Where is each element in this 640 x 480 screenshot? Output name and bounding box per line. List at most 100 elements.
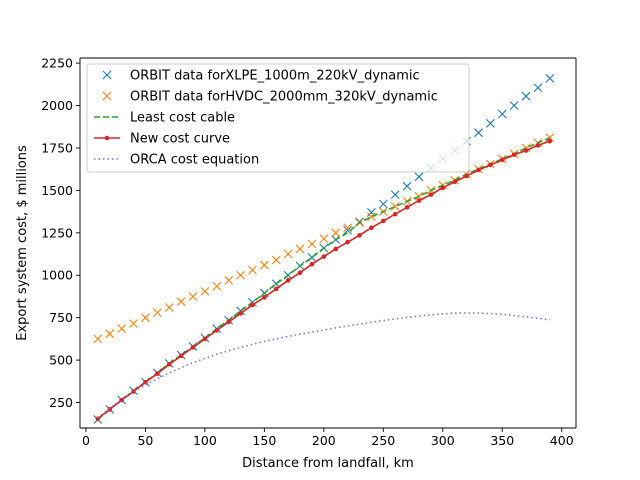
data-point-marker <box>404 205 410 210</box>
x-tick-label: 400 <box>550 433 574 448</box>
data-point-marker <box>440 185 446 191</box>
data-point-marker <box>202 336 208 342</box>
legend-marker <box>102 70 112 80</box>
data-point-marker <box>381 218 386 224</box>
data-point-marker <box>190 345 196 350</box>
data-point-marker <box>474 128 483 138</box>
data-point-marker <box>485 118 495 128</box>
x-tick-label: 100 <box>193 433 217 448</box>
data-point-marker <box>188 292 198 301</box>
legend-marker <box>102 91 112 101</box>
axis-frame <box>79 57 577 429</box>
x-tick-label: 300 <box>431 433 455 448</box>
data-point-marker <box>178 353 184 359</box>
data-point-marker <box>452 179 457 185</box>
data-point-marker <box>321 254 327 259</box>
legend-box <box>86 63 470 173</box>
data-point-marker <box>535 143 541 148</box>
data-point-marker <box>390 202 400 211</box>
x-ticks: 0 50 100 150 200 250 300 350 400 <box>82 428 574 448</box>
data-point-marker <box>476 167 481 173</box>
y-ticks: 250 500 750 1000 1250 1500 1750 2000 2250 <box>41 56 80 410</box>
data-point-marker <box>155 371 160 376</box>
data-point-marker <box>497 109 507 119</box>
data-point-marker <box>343 225 353 235</box>
x-axis-label: Distance from landfall, km <box>242 456 414 471</box>
data-point-marker <box>176 297 186 306</box>
series-5 <box>97 312 550 419</box>
data-point-marker <box>416 198 422 203</box>
data-point-marker <box>212 281 222 291</box>
data-point-marker <box>545 133 555 143</box>
data-point-marker <box>509 101 519 110</box>
x-tick-label: 200 <box>312 433 336 448</box>
data-point-marker <box>378 199 388 209</box>
data-point-marker <box>129 319 138 329</box>
series-line <box>97 312 550 419</box>
legend-label: ORBIT data forXLPE_1000m_220kV_dynamic <box>130 69 420 84</box>
data-point-marker <box>105 329 115 339</box>
y-tick-label: 2250 <box>41 56 73 71</box>
data-point-marker <box>523 148 529 153</box>
y-tick-label: 1250 <box>41 225 73 240</box>
data-point-marker <box>331 228 341 238</box>
y-tick-label: 2000 <box>41 98 73 113</box>
data-point-marker <box>295 244 305 254</box>
series-4 <box>95 138 553 421</box>
data-point-marker <box>309 261 315 267</box>
y-tick-label: 750 <box>49 310 73 325</box>
data-point-marker <box>533 83 543 93</box>
data-point-marker <box>297 270 303 276</box>
data-point-marker <box>119 397 124 403</box>
data-point-marker <box>117 324 127 334</box>
legend-item: Least cost cable <box>94 111 235 126</box>
data-point-marker <box>164 303 174 312</box>
data-point-marker <box>152 308 162 317</box>
data-point-marker <box>392 211 398 217</box>
data-point-marker <box>428 192 434 197</box>
data-point-marker <box>357 233 362 238</box>
x-tick-label: 350 <box>490 433 514 448</box>
y-tick-label: 500 <box>49 353 73 368</box>
y-tick-label: 250 <box>49 395 73 410</box>
data-point-marker <box>464 173 469 179</box>
x-tick-label: 0 <box>82 433 90 448</box>
data-point-marker <box>511 152 517 158</box>
legend-label: Least cost cable <box>130 111 235 126</box>
x-tick-label: 150 <box>252 433 276 448</box>
data-point-marker <box>271 255 281 265</box>
data-point-marker <box>521 91 531 101</box>
y-tick-label: 1750 <box>41 140 73 155</box>
x-tick-label: 250 <box>371 433 395 448</box>
x-tick-label: 50 <box>137 433 153 448</box>
y-tick-label: 1000 <box>41 268 73 283</box>
data-point-marker <box>248 265 257 275</box>
data-point-marker <box>273 286 279 292</box>
legend-label: ORCA cost equation <box>130 153 259 168</box>
y-tick-label: 1500 <box>41 183 73 198</box>
data-point-marker <box>200 286 210 296</box>
data-point-marker <box>224 275 234 285</box>
data-point-marker <box>131 389 136 394</box>
data-point-marker <box>390 190 400 200</box>
legend-marker <box>104 135 110 141</box>
data-point-marker <box>307 239 317 249</box>
data-point-marker <box>214 328 220 333</box>
data-point-marker <box>238 311 243 316</box>
data-point-marker <box>319 234 329 244</box>
data-point-marker <box>345 239 350 245</box>
data-point-marker <box>285 278 291 283</box>
legend-item: ORBIT data forHVDC_2000mm_320kV_dynamic <box>102 90 438 105</box>
legend-label: ORBIT data forHVDC_2000mm_320kV_dynamic <box>130 90 438 105</box>
data-point-marker <box>488 162 493 168</box>
data-point-marker <box>545 73 555 83</box>
y-axis-label: Export system cost, $ millions <box>15 145 30 341</box>
data-point-marker <box>93 334 103 344</box>
data-point-marker <box>414 172 424 182</box>
data-point-marker <box>259 260 269 270</box>
data-point-marker <box>499 157 505 163</box>
data-point-marker <box>236 270 245 280</box>
data-point-marker <box>141 313 150 323</box>
data-point-marker <box>283 249 293 259</box>
